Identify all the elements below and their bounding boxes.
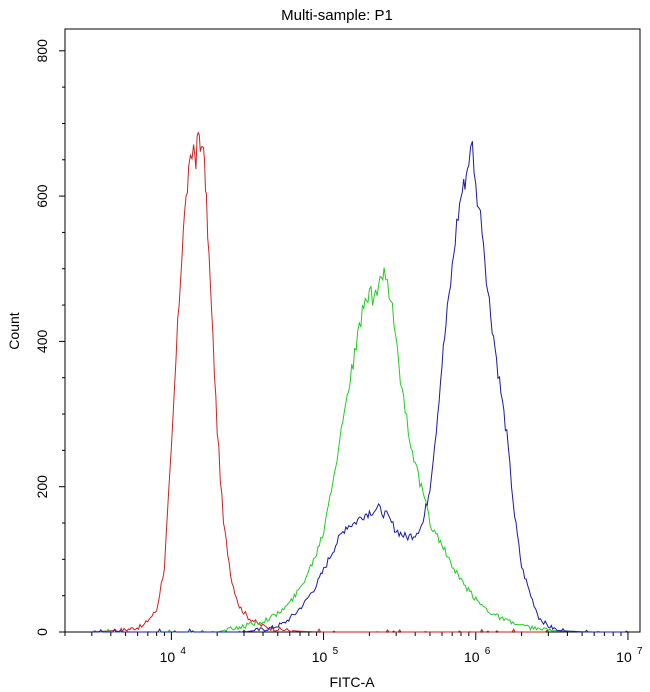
histogram-series-1 bbox=[91, 131, 549, 633]
chart-title: Multi-sample: P1 bbox=[281, 7, 393, 24]
y-tick-label: 400 bbox=[34, 330, 50, 354]
histogram-series-2 bbox=[91, 267, 595, 633]
x-tick-label: 10 bbox=[464, 649, 480, 665]
x-tick-label: 10 bbox=[312, 649, 328, 665]
x-axis-label: FITC-A bbox=[329, 674, 375, 690]
histogram-series-3 bbox=[91, 141, 629, 633]
y-tick-label: 0 bbox=[34, 628, 50, 636]
x-tick-label: 10 bbox=[160, 649, 176, 665]
x-tick-exponent: 6 bbox=[485, 646, 491, 657]
series-layer bbox=[91, 131, 629, 633]
x-tick-exponent: 5 bbox=[333, 646, 339, 657]
y-axis: 0 200 400 600 800 bbox=[34, 39, 65, 636]
x-tick-exponent: 7 bbox=[637, 646, 643, 657]
plot-frame bbox=[64, 28, 641, 633]
y-tick-label: 600 bbox=[34, 184, 50, 208]
x-axis: 10 4 10 5 10 6 10 7 bbox=[64, 632, 643, 665]
y-tick-label: 800 bbox=[34, 39, 50, 63]
x-tick-exponent: 4 bbox=[180, 646, 186, 657]
y-axis-label: Count bbox=[6, 312, 22, 349]
y-tick-label: 200 bbox=[34, 475, 50, 499]
x-tick-label: 10 bbox=[616, 649, 632, 665]
